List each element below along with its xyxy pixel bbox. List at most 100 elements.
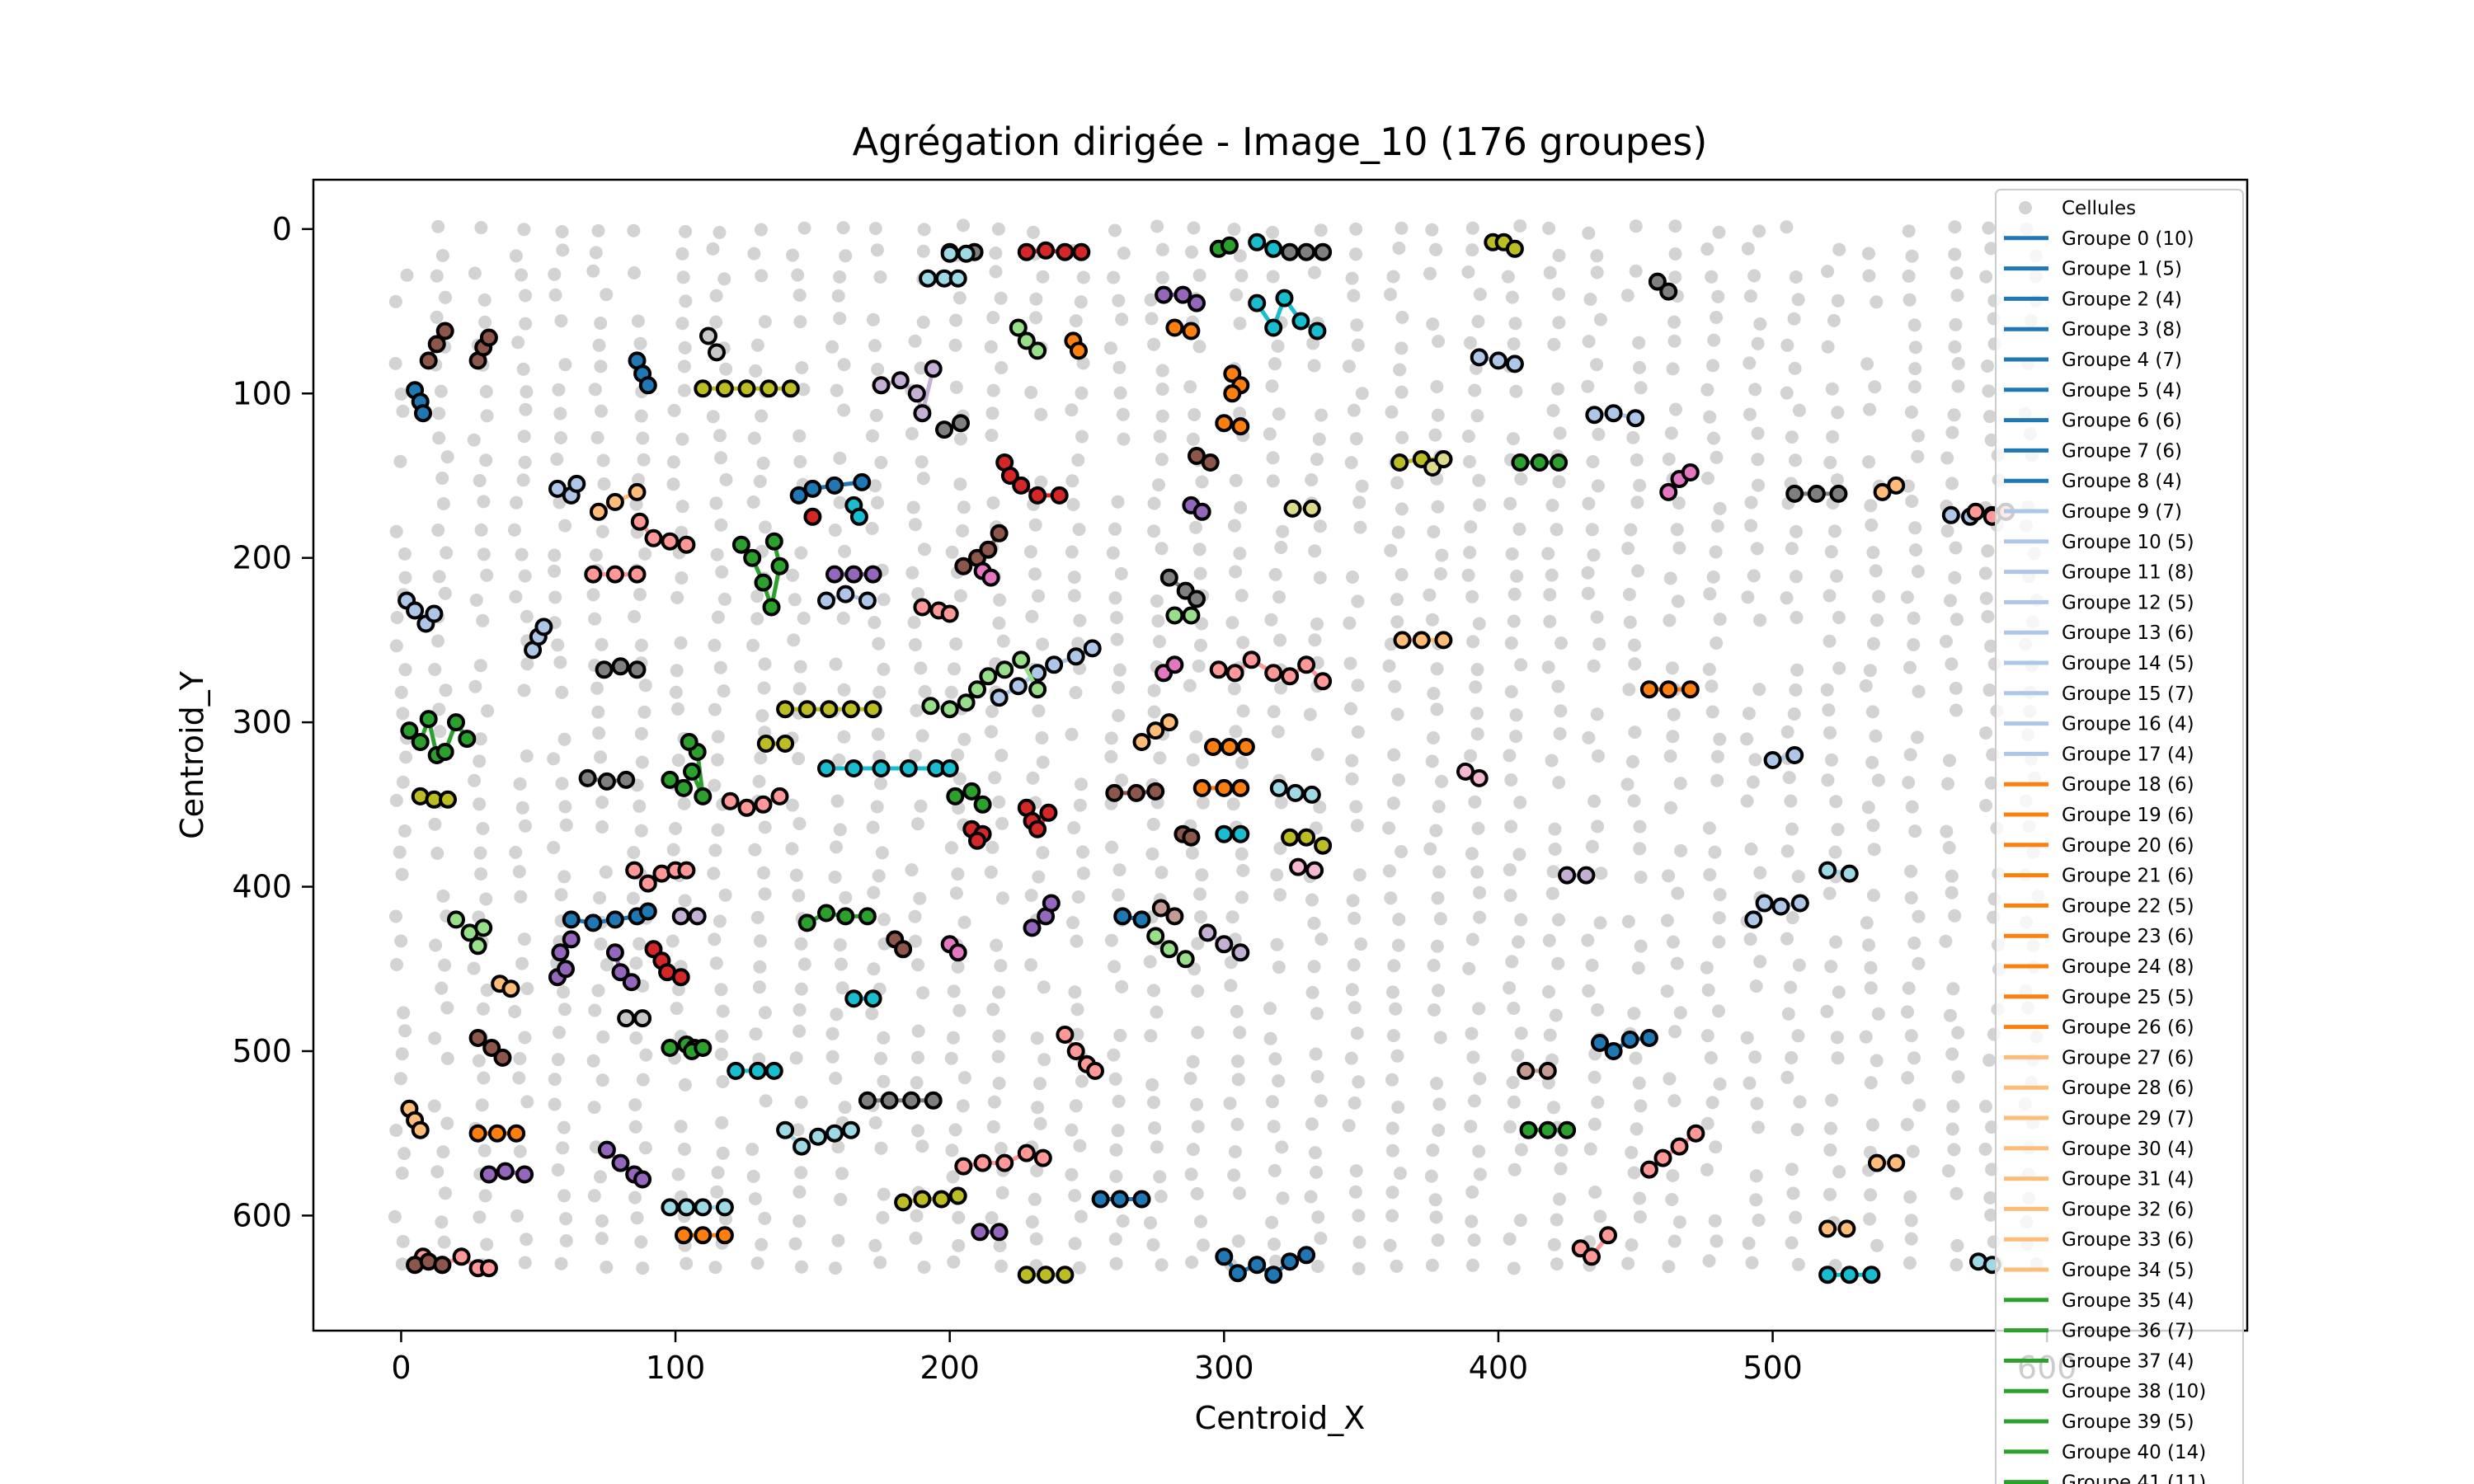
background-cell <box>1352 868 1366 882</box>
group-61-point <box>1670 1137 1689 1156</box>
legend-marker <box>2019 201 2032 214</box>
background-cell <box>1390 1049 1404 1063</box>
background-cell <box>1071 636 1085 650</box>
group-18-point <box>1182 322 1201 340</box>
background-cell <box>1947 1143 1961 1157</box>
background-cell <box>1467 1233 1481 1247</box>
background-cell <box>951 960 965 974</box>
background-cell <box>1978 1142 1992 1156</box>
background-cell <box>1869 729 1883 743</box>
legend-label: Groupe 23 (6) <box>2062 926 2194 947</box>
background-cell <box>635 755 649 769</box>
background-cell <box>1981 609 1995 623</box>
group-112-point <box>919 269 938 288</box>
legend-label: Groupe 8 (4) <box>2062 471 2182 492</box>
background-cell <box>1274 681 1287 695</box>
background-cell <box>554 314 568 328</box>
background-cell <box>1425 223 1439 237</box>
background-cell <box>1552 475 1566 489</box>
background-cell <box>1425 1258 1439 1272</box>
group-104-point <box>817 759 835 777</box>
background-cell <box>1430 702 1444 716</box>
background-cell <box>866 820 880 834</box>
background-cell <box>1112 709 1126 722</box>
background-cell <box>1708 845 1722 859</box>
group-20-point <box>1204 738 1222 756</box>
background-cell <box>1469 680 1483 694</box>
background-cell <box>1392 913 1406 927</box>
background-cell <box>911 587 925 601</box>
background-cell <box>1276 524 1290 538</box>
background-cell <box>436 1145 450 1159</box>
group-99-point <box>1037 1266 1056 1284</box>
background-cell <box>1823 634 1837 648</box>
group-38-point <box>458 730 477 749</box>
background-cell <box>1859 679 1873 693</box>
background-cell <box>910 817 924 831</box>
background-cell <box>1466 635 1480 649</box>
background-cell <box>469 593 483 607</box>
background-cell <box>1547 1237 1561 1252</box>
group-123-point <box>913 404 932 423</box>
background-cell <box>747 431 761 445</box>
background-cell <box>438 586 452 600</box>
group-16-point <box>1470 348 1489 367</box>
background-cell <box>1592 749 1605 763</box>
background-cell <box>435 981 449 995</box>
background-cell <box>1432 984 1446 998</box>
background-cell <box>1904 891 1918 904</box>
group-24-point <box>675 1226 693 1245</box>
background-cell <box>431 524 445 537</box>
group-96-point <box>756 735 775 753</box>
background-cell <box>1941 777 1954 791</box>
background-cell <box>636 1073 650 1087</box>
background-cell <box>1346 571 1359 584</box>
background-cell <box>431 634 444 648</box>
background-cell <box>1503 889 1517 903</box>
background-cell <box>1662 453 1676 466</box>
background-cell <box>1900 590 1914 604</box>
group-72-point <box>435 322 454 340</box>
background-cell <box>1230 1005 1244 1018</box>
background-cell <box>1114 566 1128 580</box>
background-cell <box>905 427 919 440</box>
background-cell <box>995 1259 1009 1273</box>
group-120-point <box>468 937 487 956</box>
background-cell <box>1945 885 1959 899</box>
background-cell <box>986 1003 1000 1017</box>
background-cell <box>509 845 523 859</box>
background-cell <box>1509 384 1523 398</box>
background-cell <box>1872 589 1886 603</box>
background-cell <box>1069 314 1083 328</box>
background-cell <box>628 1120 642 1134</box>
background-cell <box>675 525 689 539</box>
background-cell <box>831 289 845 303</box>
background-cell <box>1315 408 1329 422</box>
background-cell <box>1548 843 1562 856</box>
background-cell <box>1543 614 1557 628</box>
background-cell <box>1911 565 1925 579</box>
background-cell <box>1113 1028 1127 1042</box>
group-116-point <box>1818 861 1837 880</box>
background-cell <box>1507 1261 1521 1275</box>
background-cell <box>592 726 606 740</box>
background-cell <box>1865 705 1879 719</box>
group-74-point <box>990 524 1009 542</box>
background-cell <box>1862 247 1875 261</box>
background-cell <box>1192 542 1206 556</box>
background-cell <box>389 639 403 653</box>
background-cell <box>395 1047 409 1061</box>
background-cell <box>1503 496 1517 510</box>
group-98-point <box>932 1190 951 1209</box>
background-cell <box>628 1098 642 1112</box>
group-12-point <box>1785 746 1804 764</box>
group-40-point <box>731 535 750 554</box>
legend-label: Groupe 15 (7) <box>2062 683 2194 705</box>
background-cell <box>480 1237 494 1252</box>
background-cell <box>914 799 928 813</box>
group-7-point <box>638 376 657 395</box>
background-cell <box>1902 224 1916 238</box>
background-cell <box>592 338 606 352</box>
background-cell <box>1505 955 1519 969</box>
group-22-point <box>1681 680 1700 699</box>
